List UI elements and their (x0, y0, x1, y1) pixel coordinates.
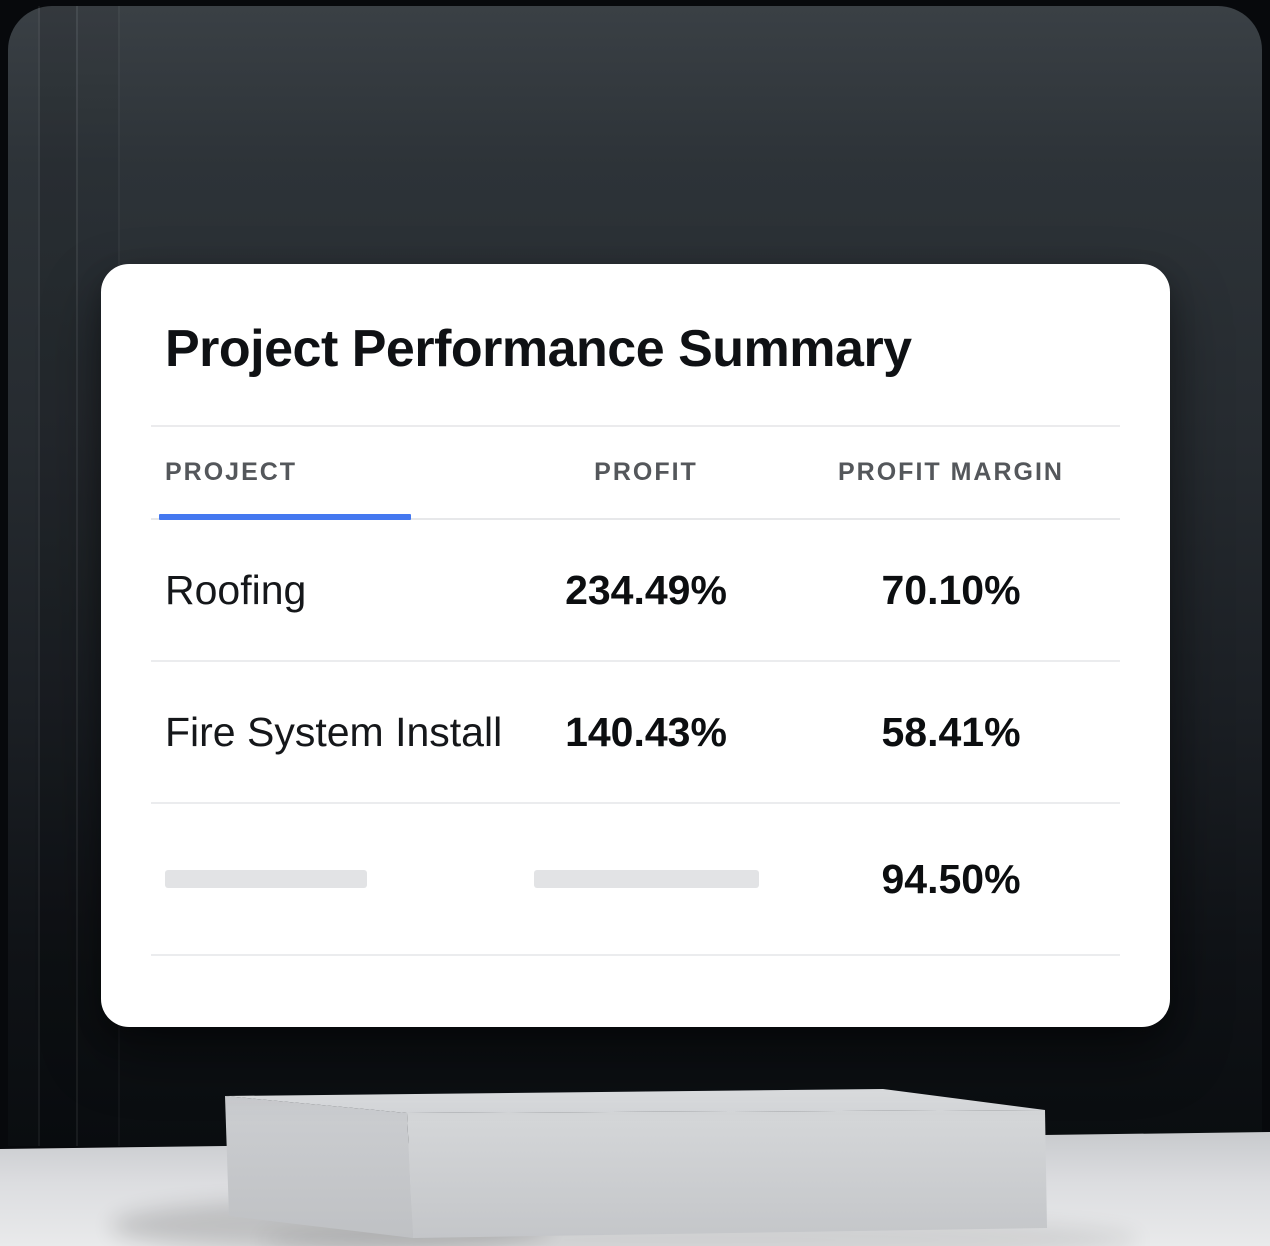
profit-cell: 234.49% (565, 566, 727, 613)
profit-margin-cell: 70.10% (881, 566, 1021, 613)
wall-seam-band (40, 6, 76, 1146)
project-cell (151, 870, 506, 888)
project-cell: Roofing (165, 566, 307, 613)
wall-seam-line (38, 6, 40, 1146)
project-performance-card: Project Performance Summary PROJECT PROF… (101, 264, 1170, 1027)
placeholder-bar (533, 870, 759, 888)
table-row: Fire System Install 140.43% 58.41% (151, 662, 1120, 804)
card-title: Project Performance Summary (165, 320, 912, 378)
table-row: Roofing 234.49% 70.10% (151, 520, 1120, 662)
wall-seam-line (76, 6, 78, 1146)
podium-top-face (225, 1089, 1045, 1113)
header-divider (151, 514, 1120, 520)
column-header-profit[interactable]: PROFIT (594, 458, 698, 486)
podium-front-face (407, 1110, 1047, 1238)
podium-left-face (225, 1096, 413, 1238)
column-header-project[interactable]: PROJECT (165, 458, 298, 486)
placeholder-bar (165, 870, 367, 888)
active-column-indicator (159, 514, 411, 520)
table-header-row: PROJECT PROFIT PROFIT MARGIN (151, 427, 1120, 518)
column-header-profit-margin[interactable]: PROFIT MARGIN (838, 458, 1064, 486)
profit-cell (506, 870, 786, 888)
title-divider (151, 425, 1120, 427)
profit-margin-cell: 94.50% (881, 855, 1021, 902)
profit-cell: 140.43% (565, 708, 727, 755)
table-row: 94.50% (151, 804, 1120, 956)
profit-margin-cell: 58.41% (881, 708, 1021, 755)
project-cell: Fire System Install (165, 708, 503, 755)
